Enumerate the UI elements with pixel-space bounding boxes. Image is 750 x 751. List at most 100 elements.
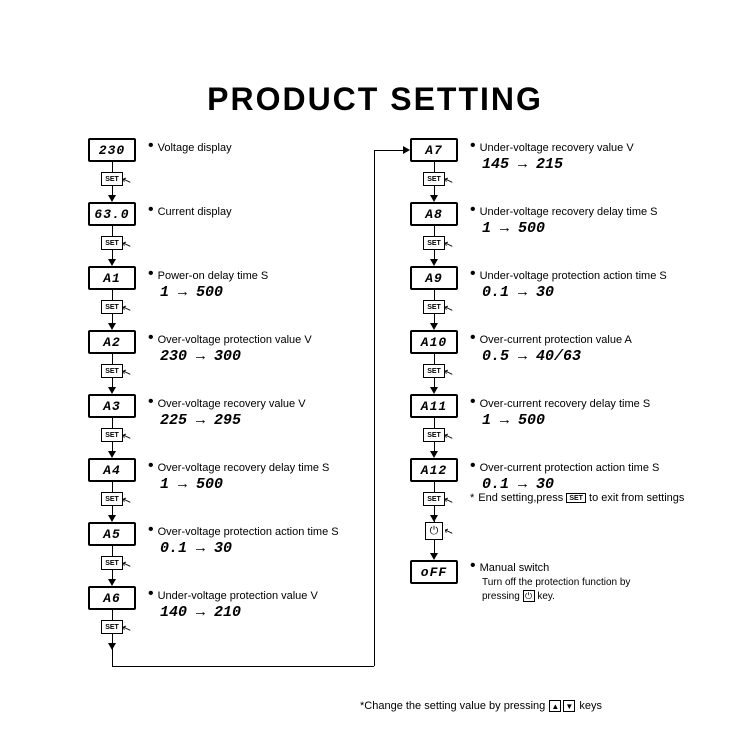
set-button[interactable]: SET: [101, 236, 123, 250]
arrow-down-icon: [108, 451, 116, 458]
connector: [112, 634, 113, 666]
display-box-a7: A7: [410, 138, 458, 162]
label-a11: •Over-current recovery delay time S: [470, 398, 650, 410]
bullet-icon: •: [470, 560, 476, 571]
bullet-icon: •: [470, 268, 476, 279]
bullet-icon: •: [470, 460, 476, 471]
set-button[interactable]: SET: [423, 364, 445, 378]
connector: [434, 506, 435, 522]
set-button[interactable]: SET: [423, 236, 445, 250]
label-a12: • Over-current protection action time S: [470, 462, 659, 474]
bullet-icon: •: [148, 460, 154, 471]
display-code: A8: [425, 207, 443, 222]
bullet-icon: •: [470, 140, 476, 151]
display-code: A6: [103, 591, 121, 606]
display-code: A9: [425, 271, 443, 286]
arrow-down-icon: [430, 451, 438, 458]
end-setting-note: * End setting,press SET to exit from sett…: [470, 492, 684, 504]
range-a4: 1 → 500: [160, 476, 223, 493]
arrow-right-icon: [403, 146, 410, 154]
display-code: 230: [99, 143, 125, 158]
display-box-a11: A11: [410, 394, 458, 418]
down-key-icon: ▼: [563, 700, 575, 712]
label-text: Over-voltage recovery value V: [158, 398, 306, 410]
label-text: Over-voltage protection action time S: [158, 526, 339, 538]
arrow-down-icon: [430, 195, 438, 202]
display-box-a9: A9: [410, 266, 458, 290]
label-text: Over-voltage protection value V: [158, 334, 312, 346]
arrow-down-icon: [430, 259, 438, 266]
set-button[interactable]: SET: [101, 364, 123, 378]
display-code: A12: [421, 463, 447, 478]
connector: [434, 290, 435, 300]
label-text: Current display: [158, 206, 232, 218]
label-text: Power-on delay time S: [158, 270, 269, 282]
display-code: 63.0: [94, 207, 129, 222]
connector: [434, 482, 435, 492]
set-button[interactable]: SET: [423, 492, 445, 506]
display-code: A1: [103, 271, 121, 286]
set-button[interactable]: SET: [101, 428, 123, 442]
power-button[interactable]: ⏻: [425, 522, 443, 540]
bullet-icon: •: [148, 524, 154, 535]
display-code: A2: [103, 335, 121, 350]
connector: [112, 666, 374, 667]
display-box-a5: A5: [88, 522, 136, 546]
set-button[interactable]: SET: [101, 300, 123, 314]
arrow-down-icon: [108, 323, 116, 330]
arrow-down-icon: [430, 553, 438, 560]
arrow-down-icon: [430, 323, 438, 330]
label-text: Over-current recovery delay time S: [480, 398, 651, 410]
set-button[interactable]: SET: [101, 620, 123, 634]
range-a7: 145 → 215: [482, 156, 563, 173]
display-box-a10: A10: [410, 330, 458, 354]
label-a8: •Under-voltage recovery delay time S: [470, 206, 658, 218]
connector: [112, 546, 113, 556]
label-a6: •Under-voltage protection value V: [148, 590, 318, 602]
connector: [112, 290, 113, 300]
end-note-text: End setting,press SET to exit from setti…: [478, 492, 684, 504]
set-key-icon: SET: [566, 493, 586, 503]
label-a4: •Over-voltage recovery delay time S: [148, 462, 329, 474]
display-box-63.0: 63.0: [88, 202, 136, 226]
label-text: Over-current protection value A: [480, 334, 632, 346]
display-code: A3: [103, 399, 121, 414]
off-label-text: Manual switch: [480, 562, 550, 574]
connector: [112, 162, 113, 172]
connector: [112, 610, 113, 620]
bullet-icon: •: [148, 268, 154, 279]
display-box-a4: A4: [88, 458, 136, 482]
bullet-icon: •: [470, 332, 476, 343]
label-a7: • Under-voltage recovery value V: [470, 142, 634, 154]
set-button[interactable]: SET: [423, 428, 445, 442]
label-text: Voltage display: [158, 142, 232, 154]
up-key-icon: ▲: [549, 700, 561, 712]
connector: [434, 418, 435, 428]
label-a9: •Under-voltage protection action time S: [470, 270, 667, 282]
label-63.0: • Current display: [148, 206, 232, 218]
cursor-icon: ↖: [442, 524, 455, 539]
connector: [112, 482, 113, 492]
connector: [374, 150, 375, 666]
set-button[interactable]: SET: [423, 172, 445, 186]
connector: [434, 226, 435, 236]
range-a6: 140 → 210: [160, 604, 241, 621]
label-off: • Manual switch: [470, 562, 549, 574]
bullet-icon: •: [148, 140, 154, 151]
label-a3: •Over-voltage recovery value V: [148, 398, 306, 410]
display-box-230: 230: [88, 138, 136, 162]
connector: [112, 354, 113, 364]
connector: [434, 162, 435, 172]
range-a12: 0.1 → 30: [482, 476, 554, 493]
label-text: Under-voltage recovery value V: [480, 142, 634, 154]
set-button[interactable]: SET: [101, 556, 123, 570]
label-a2: •Over-voltage protection value V: [148, 334, 312, 346]
range-a3: 225 → 295: [160, 412, 241, 429]
bullet-icon: •: [148, 204, 154, 215]
set-button[interactable]: SET: [423, 300, 445, 314]
set-button[interactable]: SET: [101, 492, 123, 506]
asterisk: *: [470, 492, 474, 504]
set-button[interactable]: SET: [101, 172, 123, 186]
display-box-a6: A6: [88, 586, 136, 610]
label-text: Over-current protection action time S: [480, 462, 660, 474]
